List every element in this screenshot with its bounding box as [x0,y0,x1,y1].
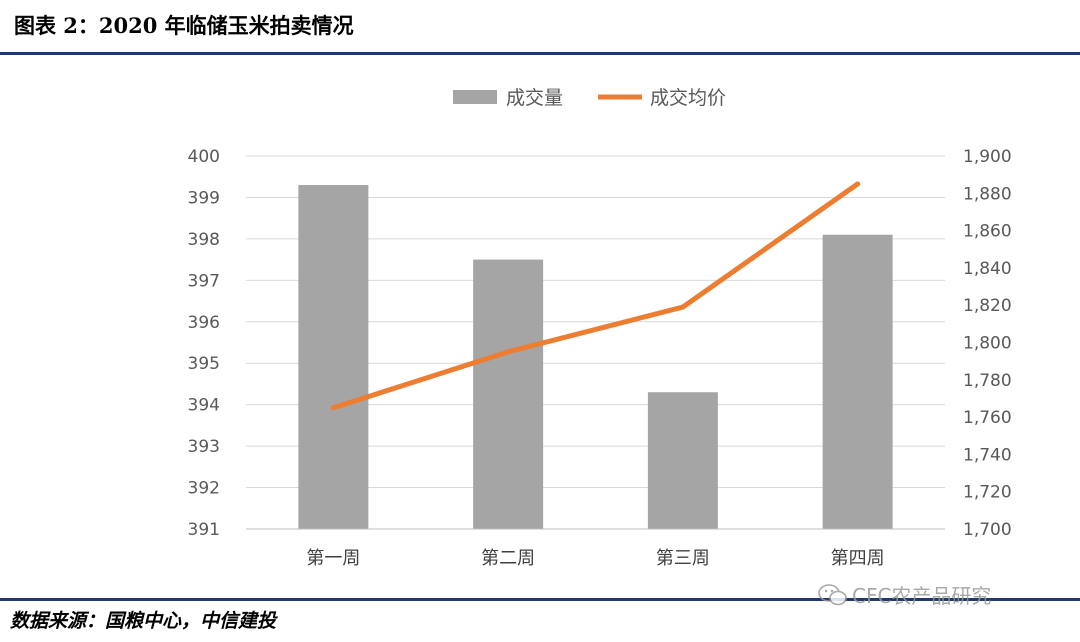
legend-label-volume: 成交量 [506,87,563,109]
bar-series [298,185,893,529]
bar [298,185,369,529]
x-tick-label: 第一周 [306,548,360,569]
footer-rule [0,598,1080,601]
y-right-tick-label: 1,880 [963,184,1012,204]
y-left-tick-label: 395 [188,354,220,374]
wechat-icon [818,583,847,605]
watermark-text: CFC农产品研究 [852,584,992,608]
y-left-tick-label: 400 [188,147,220,167]
y-right-tick-label: 1,860 [963,222,1012,242]
line-point [505,349,511,355]
x-tick-label: 第二周 [481,548,535,569]
x-axis: 第一周 第二周 第三周 第四周 [246,528,945,569]
title-rule [0,52,1080,55]
y-left-tick-label: 392 [188,479,220,499]
y-left-tick-label: 397 [188,271,220,291]
watermark: CFC农产品研究 [818,580,991,609]
y-left-tick-label: 399 [188,188,220,208]
legend-item-price: 成交均价 [598,87,726,109]
chart-title: 图表 2：2020 年临储玉米拍卖情况 [14,13,354,38]
bar [473,259,544,529]
line-point [680,304,686,310]
x-tick-label: 第四周 [831,548,885,569]
y-right-tick-label: 1,840 [963,259,1012,279]
legend-swatch-bar [453,90,497,104]
y-left-tick-label: 396 [188,313,220,333]
bar [822,234,893,529]
legend-label-price: 成交均价 [650,87,726,109]
y-left-tick-label: 394 [188,396,220,416]
line-point [330,405,336,411]
line-series [330,181,861,411]
x-tick-label: 第三周 [656,548,710,569]
source-note: 数据来源：国粮中心，中信建投 [10,610,277,632]
y-left-tick-label: 398 [188,230,220,250]
y-right-tick-label: 1,740 [963,445,1012,465]
y-right-tick-label: 1,900 [963,147,1012,167]
price-line [330,181,861,411]
y-right-tick-label: 1,780 [963,371,1012,391]
y-right-tick-label: 1,800 [963,334,1012,354]
legend: 成交量 成交均价 [453,87,726,109]
y-left-tick-label: 391 [188,520,220,540]
legend-item-volume: 成交量 [453,87,563,109]
chart: 成交量 成交均价 391 392 393 394 395 396 397 398 399 400 1… [188,87,1012,569]
y-axis-left: 391 392 393 394 395 396 397 398 399 400 [188,147,220,540]
y-right-tick-label: 1,700 [963,520,1012,540]
y-right-tick-label: 1,720 [963,483,1012,503]
y-axis-right: 1,700 1,720 1,740 1,760 1,780 1,800 1,820 1,840… [963,147,1012,540]
y-right-tick-label: 1,760 [963,408,1012,428]
line-point [855,181,861,187]
bar [647,392,718,529]
y-left-tick-label: 393 [188,437,220,457]
y-right-tick-label: 1,820 [963,296,1012,316]
